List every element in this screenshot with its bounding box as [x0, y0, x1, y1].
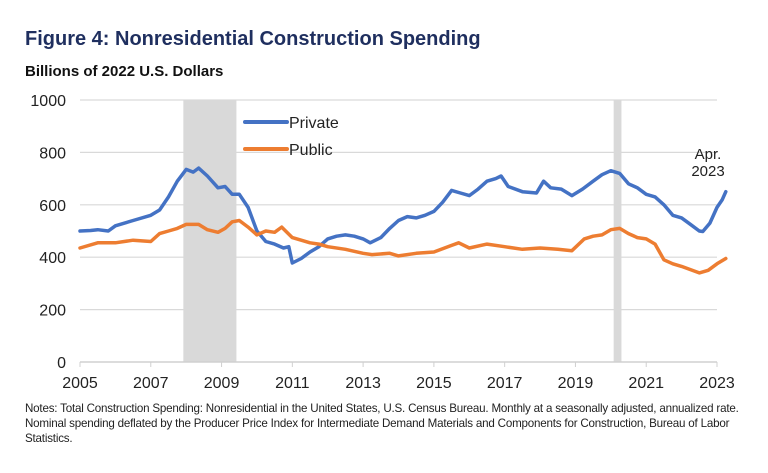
annotation-apr-2023: Apr. 2023 — [691, 146, 724, 180]
series-line-private — [78, 166, 728, 265]
gridlines — [80, 99, 717, 311]
chart-title: Figure 4: Nonresidential Construction Sp… — [25, 28, 481, 50]
x-tick-label-2011: 2011 — [275, 375, 310, 392]
x-tick-label-2005: 2005 — [62, 375, 98, 392]
chart-notes: Notes: Total Construction Spending: Nonr… — [25, 402, 739, 445]
y-tick-label-200: 200 — [39, 303, 66, 320]
x-tick-label-2017: 2017 — [487, 375, 523, 392]
annotation-line-2: 2023 — [691, 163, 724, 180]
series-line-public — [78, 218, 728, 275]
annotation-line-1: Apr. — [695, 146, 722, 163]
recession-shading-group — [183, 100, 622, 362]
y-tick-label-400: 400 — [39, 250, 66, 267]
series-lines — [78, 166, 728, 275]
legend: Private Public — [243, 115, 339, 159]
y-tick-label-1000: 1000 — [30, 93, 66, 110]
x-tick-label-2009: 2009 — [204, 375, 240, 392]
x-tick-label-2013: 2013 — [345, 375, 381, 392]
x-tick-label-2019: 2019 — [558, 375, 594, 392]
legend-label-public: Public — [289, 142, 333, 159]
y-tick-label-0: 0 — [57, 355, 66, 372]
legend-label-private: Private — [289, 115, 339, 132]
y-tick-label-800: 800 — [39, 145, 66, 162]
x-axis: 2005 2007 2009 2011 2013 2015 2017 2019 2021 2023 — [62, 361, 735, 392]
recession-band-1 — [613, 100, 622, 362]
chart-subtitle: Billions of 2022 U.S. Dollars — [25, 63, 224, 80]
x-tick-label-2015: 2015 — [416, 375, 452, 392]
x-tick-label-2007: 2007 — [133, 375, 169, 392]
x-tick-label-2023: 2023 — [699, 375, 735, 392]
x-tick-label-2021: 2021 — [628, 375, 664, 392]
y-axis-ticks: 0 200 400 600 800 1000 — [30, 93, 66, 372]
y-tick-label-600: 600 — [39, 198, 66, 215]
